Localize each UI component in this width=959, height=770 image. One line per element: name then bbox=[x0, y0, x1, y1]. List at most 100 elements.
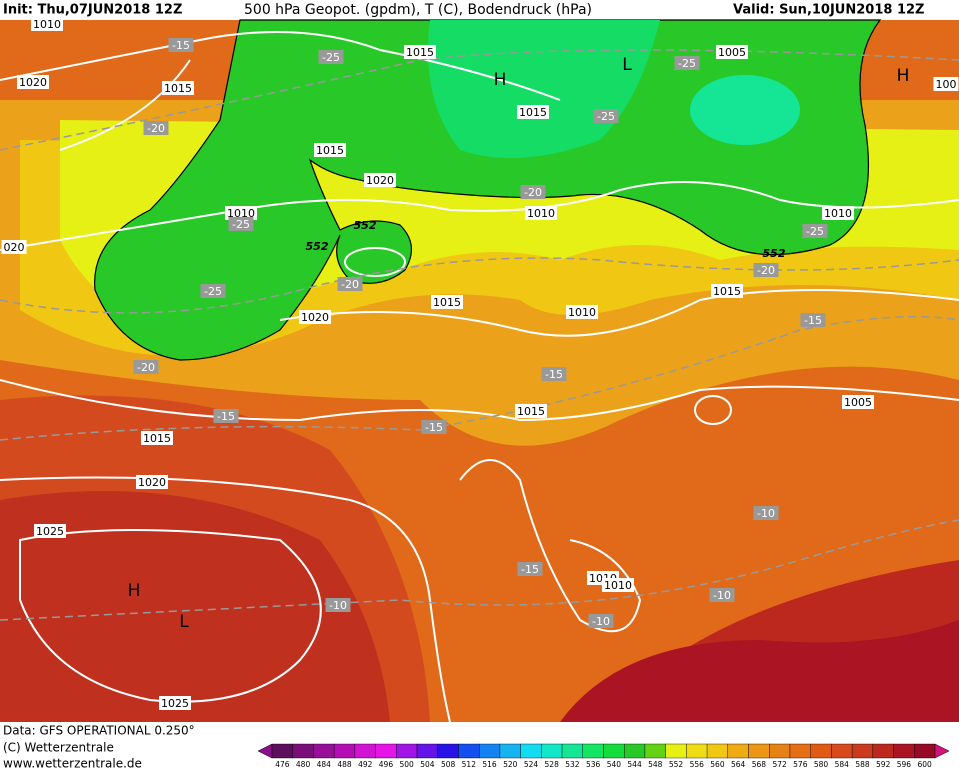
legend-swatch bbox=[375, 743, 397, 759]
temperature-label-box bbox=[337, 277, 363, 291]
temperature-label: -15 bbox=[545, 368, 563, 381]
isotherm bbox=[0, 519, 959, 621]
isobar-label: 1020 bbox=[138, 476, 166, 489]
field-darkred-east bbox=[560, 620, 959, 722]
pressure-center: L bbox=[622, 55, 632, 75]
pressure-center: H bbox=[897, 66, 910, 86]
isobar-label: 1020 bbox=[366, 174, 394, 187]
temperature-label: -10 bbox=[329, 599, 347, 612]
temperature-label-box bbox=[674, 56, 700, 70]
legend-value: 548 bbox=[648, 760, 663, 769]
legend-swatch bbox=[541, 743, 563, 759]
header: Init: Thu,07JUN2018 12Z 500 hPa Geopot. … bbox=[3, 2, 924, 18]
map-labels: 1010 1020 1015 1015 1005 100 1015 1015 1020 1010 0… bbox=[1, 17, 959, 710]
isobar-label-box bbox=[31, 17, 63, 31]
isobar-label-box bbox=[525, 206, 557, 220]
isobar-label-box bbox=[17, 75, 49, 89]
legend-arrow-high bbox=[934, 743, 950, 759]
isobar-label-box bbox=[431, 295, 463, 309]
isobar bbox=[0, 31, 561, 101]
isobar-label: 1015 bbox=[164, 82, 192, 95]
isobar-label: 1010 bbox=[33, 18, 61, 31]
temperature-label-box bbox=[802, 224, 828, 238]
isobar-label-box bbox=[822, 206, 854, 220]
temperature-label: -10 bbox=[592, 615, 610, 628]
legend-value: 596 bbox=[897, 760, 912, 769]
temperature-label: -25 bbox=[678, 57, 696, 70]
field-red bbox=[0, 491, 390, 722]
isobar-label-box bbox=[933, 77, 959, 91]
legend-swatch bbox=[914, 743, 936, 759]
temperature-label: -15 bbox=[804, 314, 822, 327]
temperature-label: -20 bbox=[137, 361, 155, 374]
legend-value: 516 bbox=[482, 760, 497, 769]
isobar-label-box bbox=[34, 524, 66, 538]
temperature-label: -25 bbox=[597, 110, 615, 123]
legend-value: 476 bbox=[275, 760, 290, 769]
isotherms bbox=[0, 49, 959, 621]
isobar-label: 1010 bbox=[227, 207, 255, 220]
legend-value: 592 bbox=[876, 760, 891, 769]
legend-swatch bbox=[437, 743, 459, 759]
isobar-label-box bbox=[314, 143, 346, 157]
isobar-label-box bbox=[364, 173, 396, 187]
legend-value: 500 bbox=[400, 760, 415, 769]
temperature-label-box bbox=[593, 109, 619, 123]
isobar-label: 1010 bbox=[824, 207, 852, 220]
legend-swatch bbox=[271, 743, 293, 759]
legend-value: 512 bbox=[462, 760, 477, 769]
legend-swatch bbox=[292, 743, 314, 759]
temperature-label-box bbox=[541, 367, 567, 381]
legend-value: 524 bbox=[524, 760, 539, 769]
isobar-label: 1015 bbox=[517, 405, 545, 418]
temperature-label: -15 bbox=[172, 39, 190, 52]
legend-swatch bbox=[333, 743, 356, 759]
isobar-label-box bbox=[515, 404, 547, 418]
temperature-label: -15 bbox=[217, 410, 235, 423]
legend: 476 480 484 488 492 496 500 504 508 512 516 520 524 5… bbox=[257, 743, 950, 769]
footer: Data: GFS OPERATIONAL 0.250° (C) Wetterz… bbox=[3, 724, 195, 770]
legend-value: 504 bbox=[420, 760, 435, 769]
legend-value: 564 bbox=[731, 760, 746, 769]
temperature-label-box bbox=[753, 263, 779, 277]
valid-time: Valid: Sun,10JUN2018 12Z bbox=[733, 3, 924, 18]
temperature-label-box bbox=[753, 506, 779, 520]
isobar-label: 1025 bbox=[36, 525, 64, 538]
height-label: 552 bbox=[306, 240, 329, 253]
isobar-label-box bbox=[517, 105, 549, 119]
isobar bbox=[279, 289, 959, 337]
isobar-label: 1015 bbox=[406, 46, 434, 59]
temperature-label: -20 bbox=[524, 186, 542, 199]
legend-value: 540 bbox=[607, 760, 622, 769]
isobar-label-box bbox=[711, 284, 743, 298]
temperature-label-box bbox=[213, 409, 239, 423]
legend-value: 568 bbox=[752, 760, 767, 769]
legend-value: 556 bbox=[690, 760, 705, 769]
isobar-label-box bbox=[159, 696, 191, 710]
temperature-label-box bbox=[709, 588, 735, 602]
pressure-center: H bbox=[128, 581, 141, 601]
legend-value: 584 bbox=[835, 760, 850, 769]
legend-swatch bbox=[644, 743, 666, 759]
temperature-label: -15 bbox=[425, 421, 443, 434]
isobar bbox=[344, 247, 406, 277]
legend-value: 580 bbox=[814, 760, 829, 769]
field-green bbox=[94, 19, 882, 361]
legend-value: 484 bbox=[317, 760, 332, 769]
legend-value: 560 bbox=[710, 760, 725, 769]
legend-swatch bbox=[499, 743, 521, 759]
legend-swatch bbox=[769, 743, 791, 759]
isobar-label: 1015 bbox=[316, 144, 344, 157]
legend-value: 544 bbox=[627, 760, 642, 769]
isobar-label-box bbox=[299, 310, 331, 324]
isobar bbox=[59, 59, 191, 151]
legend-value: 532 bbox=[565, 760, 580, 769]
legend-swatch bbox=[706, 743, 729, 759]
isobar-label: 1025 bbox=[161, 697, 189, 710]
temperature-label: -15 bbox=[521, 563, 539, 576]
isobar bbox=[19, 529, 322, 703]
temperature-label: -10 bbox=[713, 589, 731, 602]
isobar-label: 1010 bbox=[568, 306, 596, 319]
temperature-label: -20 bbox=[341, 278, 359, 291]
legend-swatch bbox=[582, 743, 604, 759]
